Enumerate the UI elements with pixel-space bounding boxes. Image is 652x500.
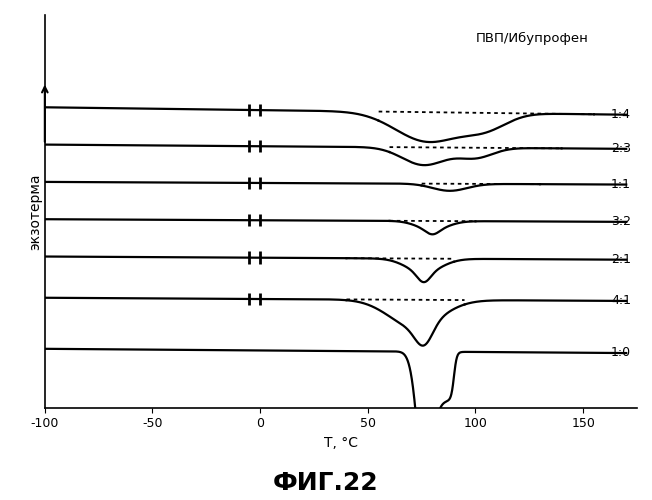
Text: 2:1: 2:1 [611,253,631,266]
Text: ФИГ.22: ФИГ.22 [273,471,379,495]
Text: 1:4: 1:4 [611,108,631,121]
Y-axis label: экзотерма: экзотерма [28,173,42,250]
Text: 1:1: 1:1 [611,178,631,191]
Text: 4:1: 4:1 [611,294,631,308]
Text: 2:3: 2:3 [611,142,631,155]
Text: 3:2: 3:2 [611,216,631,228]
Text: ПВП/Ибупрофен: ПВП/Ибупрофен [475,32,588,45]
Text: 1:0: 1:0 [611,346,631,360]
X-axis label: Т, °С: Т, °С [324,436,358,450]
